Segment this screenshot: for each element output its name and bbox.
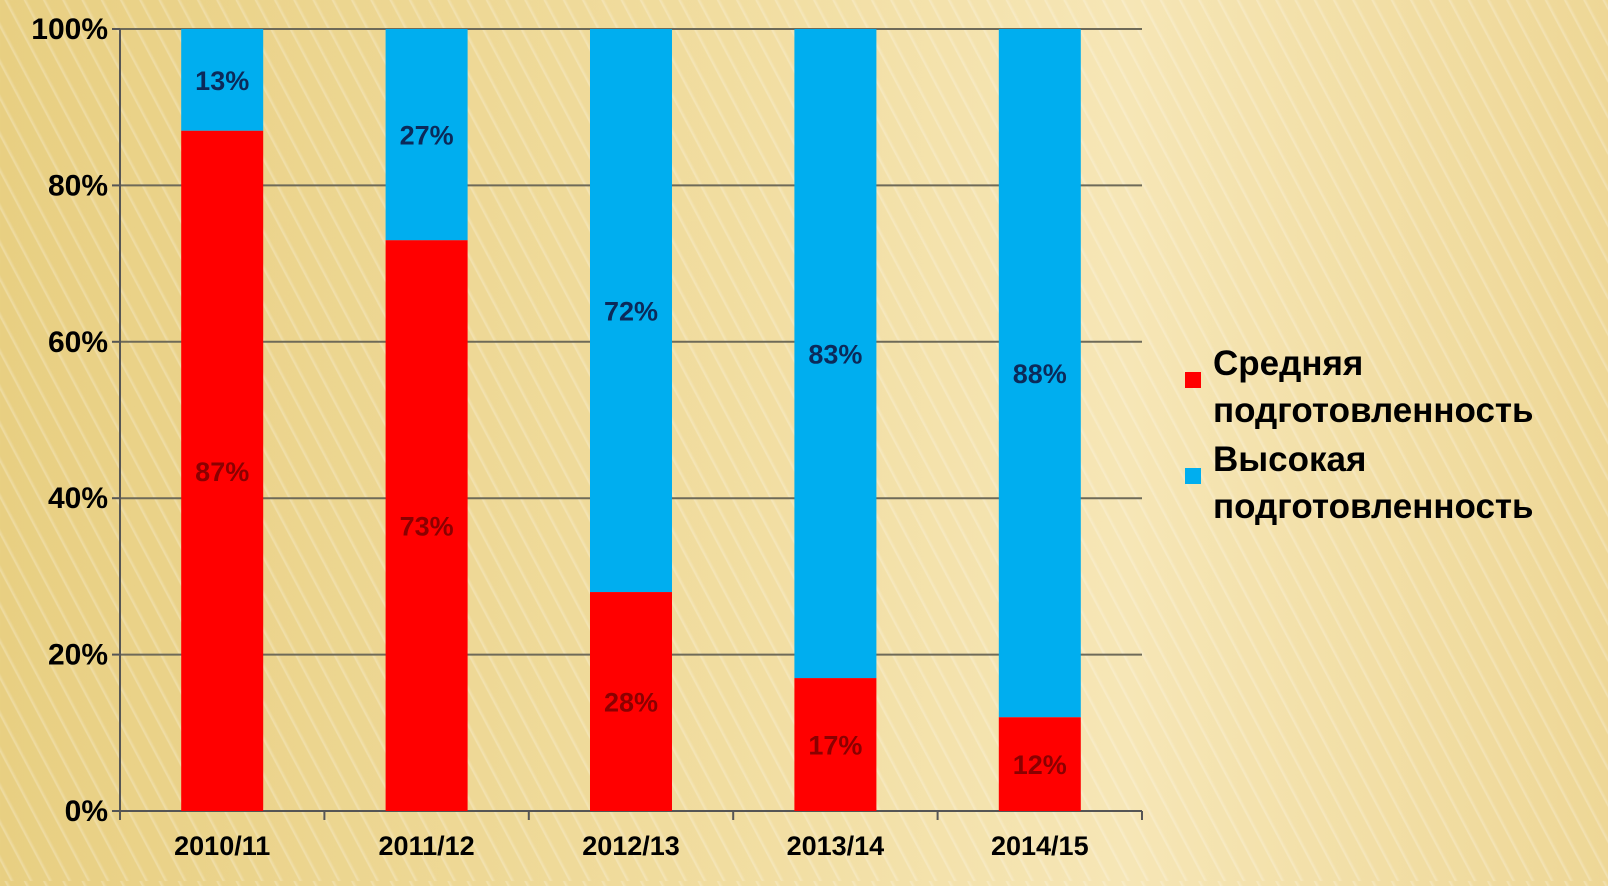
data-label-high-2013/14: 83% bbox=[808, 340, 862, 370]
bar-high-2014/15 bbox=[998, 29, 1081, 718]
bar-average-2014/15 bbox=[998, 717, 1081, 811]
data-label-high-2010/11: 13% bbox=[195, 66, 249, 96]
y-tick-label-100: 100% bbox=[31, 13, 108, 46]
y-tick-label-40: 40% bbox=[48, 482, 108, 515]
bar-average-2012/13 bbox=[590, 592, 672, 811]
legend-label-average: Средняя подготовленность bbox=[1213, 344, 1534, 430]
legend-label-high: Высокая подготовленность bbox=[1213, 440, 1534, 526]
data-label-average-2014/15: 12% bbox=[1013, 750, 1067, 780]
legend-item-high: Высокая подготовленность bbox=[1185, 436, 1605, 530]
bar-average-2013/14 bbox=[794, 678, 877, 811]
x-tick-label-2010/11: 2010/11 bbox=[174, 831, 270, 861]
bar-high-2010/11 bbox=[181, 29, 264, 131]
bar-average-2010/11 bbox=[181, 130, 264, 811]
data-label-high-2012/13: 72% bbox=[604, 297, 658, 327]
data-label-high-2014/15: 88% bbox=[1013, 359, 1067, 389]
data-label-average-2013/14: 17% bbox=[808, 731, 862, 761]
x-tick-label-2012/13: 2012/13 bbox=[582, 831, 680, 861]
bar-high-2013/14 bbox=[794, 29, 877, 679]
data-label-average-2010/11: 87% bbox=[195, 457, 249, 487]
data-label-high-2011/12: 27% bbox=[400, 121, 454, 151]
x-tick-label-2011/12: 2011/12 bbox=[379, 831, 475, 861]
x-tick-label-2014/15: 2014/15 bbox=[991, 831, 1089, 861]
x-tick-label-2013/14: 2013/14 bbox=[787, 831, 885, 861]
legend-swatch-average bbox=[1185, 372, 1201, 388]
data-label-average-2012/13: 28% bbox=[604, 688, 658, 718]
legend: Средняя подготовленность Высокая подгото… bbox=[1185, 340, 1605, 532]
y-tick-label-0: 0% bbox=[65, 795, 108, 828]
bar-average-2011/12 bbox=[385, 240, 468, 811]
legend-item-average: Средняя подготовленность bbox=[1185, 340, 1605, 434]
bar-high-2011/12 bbox=[385, 29, 468, 241]
data-label-average-2011/12: 73% bbox=[400, 512, 454, 542]
bar-high-2012/13 bbox=[590, 29, 672, 593]
legend-swatch-high bbox=[1185, 468, 1201, 484]
y-tick-label-80: 80% bbox=[48, 169, 108, 202]
y-tick-label-20: 20% bbox=[48, 639, 108, 672]
y-tick-label-60: 60% bbox=[48, 326, 108, 359]
